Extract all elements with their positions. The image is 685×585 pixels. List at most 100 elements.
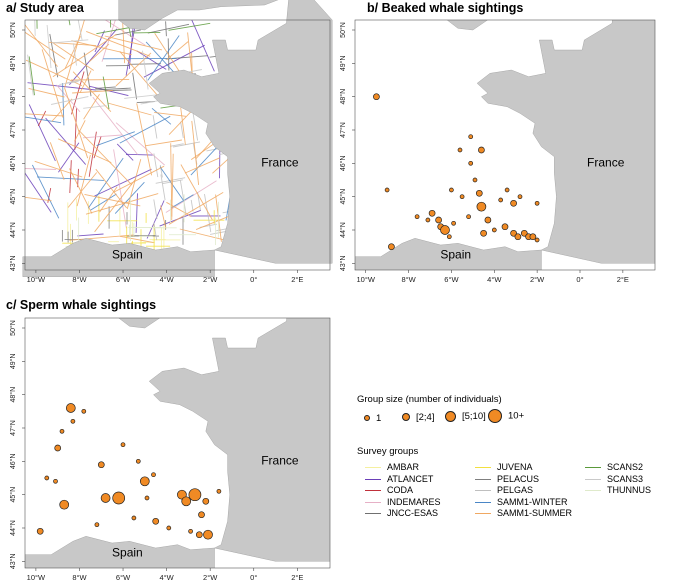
- sighting-marker: [501, 223, 509, 231]
- lon-tick-label: 10°W: [27, 275, 46, 284]
- lon-tick-label: 0°: [576, 275, 583, 284]
- sighting-marker: [475, 189, 483, 197]
- size-legend-dot: [402, 413, 410, 422]
- lat-tick-label: 46°N: [9, 454, 17, 470]
- lon-tick-label: 6°W: [116, 275, 131, 284]
- sighting-marker: [59, 499, 70, 510]
- sighting-marker: [53, 478, 58, 484]
- sighting-marker: [384, 187, 390, 193]
- sighting-marker: [468, 160, 474, 166]
- lon-tick-label: 8°W: [401, 275, 416, 284]
- lon-tick-label: 0°: [250, 275, 257, 284]
- sighting-marker: [517, 194, 523, 200]
- lon-tick-label: 6°W: [116, 573, 131, 582]
- sighting-marker: [54, 444, 62, 452]
- panel-a-map: 50°N 49°N 48°N 47°N 46°N 45°N 44°N 43°N 10°W 8°W 6…: [9, 0, 333, 284]
- lat-tick-label: 49°N: [339, 56, 347, 72]
- lat-tick-label: 50°N: [9, 22, 17, 38]
- survey-legend-swatch: [475, 513, 491, 515]
- survey-legend-label: AMBAR: [387, 462, 420, 472]
- panel-b-map: 50°N 49°N 48°N 47°N 46°N 45°N 44°N 43°N 10°W 8°W 6…: [339, 19, 656, 284]
- survey-legend-item: THUNNUS: [585, 485, 651, 496]
- sighting-marker: [181, 496, 192, 507]
- sighting-marker: [472, 177, 478, 183]
- lat-tick-label: 45°N: [339, 189, 347, 205]
- sighting-marker: [529, 233, 537, 241]
- survey-legend-swatch: [585, 478, 601, 480]
- country-label-spain: Spain: [112, 545, 143, 559]
- sighting-marker: [94, 522, 100, 528]
- sighting-marker: [425, 217, 431, 223]
- sighting-marker: [534, 200, 540, 206]
- sighting-marker: [166, 525, 172, 531]
- sighting-marker: [202, 497, 210, 505]
- lat-tick-label: 43°N: [9, 256, 17, 272]
- sighting-marker: [151, 472, 156, 478]
- survey-legend-item: JNCC-ESAS: [365, 508, 438, 519]
- lat-tick-label: 45°N: [9, 487, 17, 503]
- group-size-legend-title: Group size (number of individuals): [357, 394, 502, 405]
- survey-legend-swatch: [365, 501, 381, 503]
- country-label-france: France: [261, 454, 299, 468]
- lat-tick-label: 46°N: [339, 156, 347, 172]
- lat-tick-label: 43°N: [339, 256, 347, 272]
- sighting-marker: [440, 225, 450, 235]
- survey-legend-item: SAMM1-SUMMER: [475, 508, 572, 519]
- sighting-marker: [44, 475, 50, 481]
- survey-legend-swatch: [475, 501, 491, 503]
- survey-legend-title: Survey groups: [357, 446, 419, 457]
- sighting-marker: [534, 237, 540, 243]
- size-legend-dot: [488, 409, 502, 423]
- lat-tick-label: 48°N: [339, 89, 347, 105]
- survey-legend-item: PELGAS: [475, 485, 533, 496]
- survey-legend-label: JNCC-ESAS: [387, 508, 439, 518]
- size-legend-label: 1: [376, 413, 382, 424]
- lat-tick-label: 48°N: [9, 89, 17, 105]
- survey-legend-swatch: [585, 467, 601, 469]
- sighting-marker: [468, 134, 474, 140]
- sighting-marker: [457, 147, 463, 153]
- sighting-marker: [112, 491, 126, 505]
- survey-legend-label: THUNNUS: [607, 485, 651, 495]
- sighting-marker: [131, 515, 137, 521]
- survey-legend-swatch: [475, 467, 491, 469]
- sighting-marker: [144, 495, 150, 501]
- survey-legend-label: PELACUS: [497, 473, 540, 484]
- sighting-marker: [216, 488, 222, 494]
- country-label-france: France: [261, 156, 299, 170]
- survey-legend-item: CODA: [365, 485, 413, 496]
- lat-tick-label: 45°N: [9, 189, 17, 205]
- sighting-marker: [446, 234, 452, 240]
- sighting-marker: [435, 216, 442, 224]
- lon-tick-label: 2°E: [617, 275, 629, 284]
- lat-tick-label: 43°N: [9, 554, 17, 570]
- survey-legend-item: ATLANCET: [365, 474, 433, 485]
- sighting-marker: [59, 428, 65, 434]
- sighting-marker: [451, 220, 456, 226]
- size-legend-label: [2;4]: [416, 412, 435, 423]
- sighting-marker: [135, 458, 141, 464]
- lat-tick-label: 44°N: [339, 222, 347, 238]
- survey-legend-swatch: [365, 478, 381, 480]
- survey-legend-label: PELGAS: [497, 485, 534, 495]
- sighting-marker: [466, 214, 471, 220]
- size-legend-item: 1: [364, 413, 381, 424]
- sighting-marker: [498, 197, 504, 203]
- sighting-marker: [428, 209, 436, 217]
- lat-tick-label: 50°N: [9, 320, 17, 336]
- sighting-marker: [449, 187, 454, 193]
- survey-legend-label: SCANS2: [607, 462, 644, 472]
- survey-legend-item: JUVENA: [475, 462, 533, 473]
- lon-tick-label: 4°W: [487, 275, 502, 284]
- lon-tick-label: 10°W: [357, 275, 376, 284]
- lat-tick-label: 49°N: [9, 354, 17, 370]
- lon-tick-label: 8°W: [72, 573, 87, 582]
- lat-tick-label: 44°N: [9, 222, 17, 238]
- lon-tick-label: 8°W: [72, 275, 87, 284]
- survey-legend-swatch: [585, 490, 601, 492]
- survey-legend-swatch: [475, 490, 491, 492]
- sighting-marker: [195, 531, 203, 539]
- panel-b-title: b/ Beaked whale sightings: [367, 1, 524, 15]
- country-label-spain: Spain: [112, 247, 143, 261]
- lat-tick-label: 47°N: [9, 420, 17, 436]
